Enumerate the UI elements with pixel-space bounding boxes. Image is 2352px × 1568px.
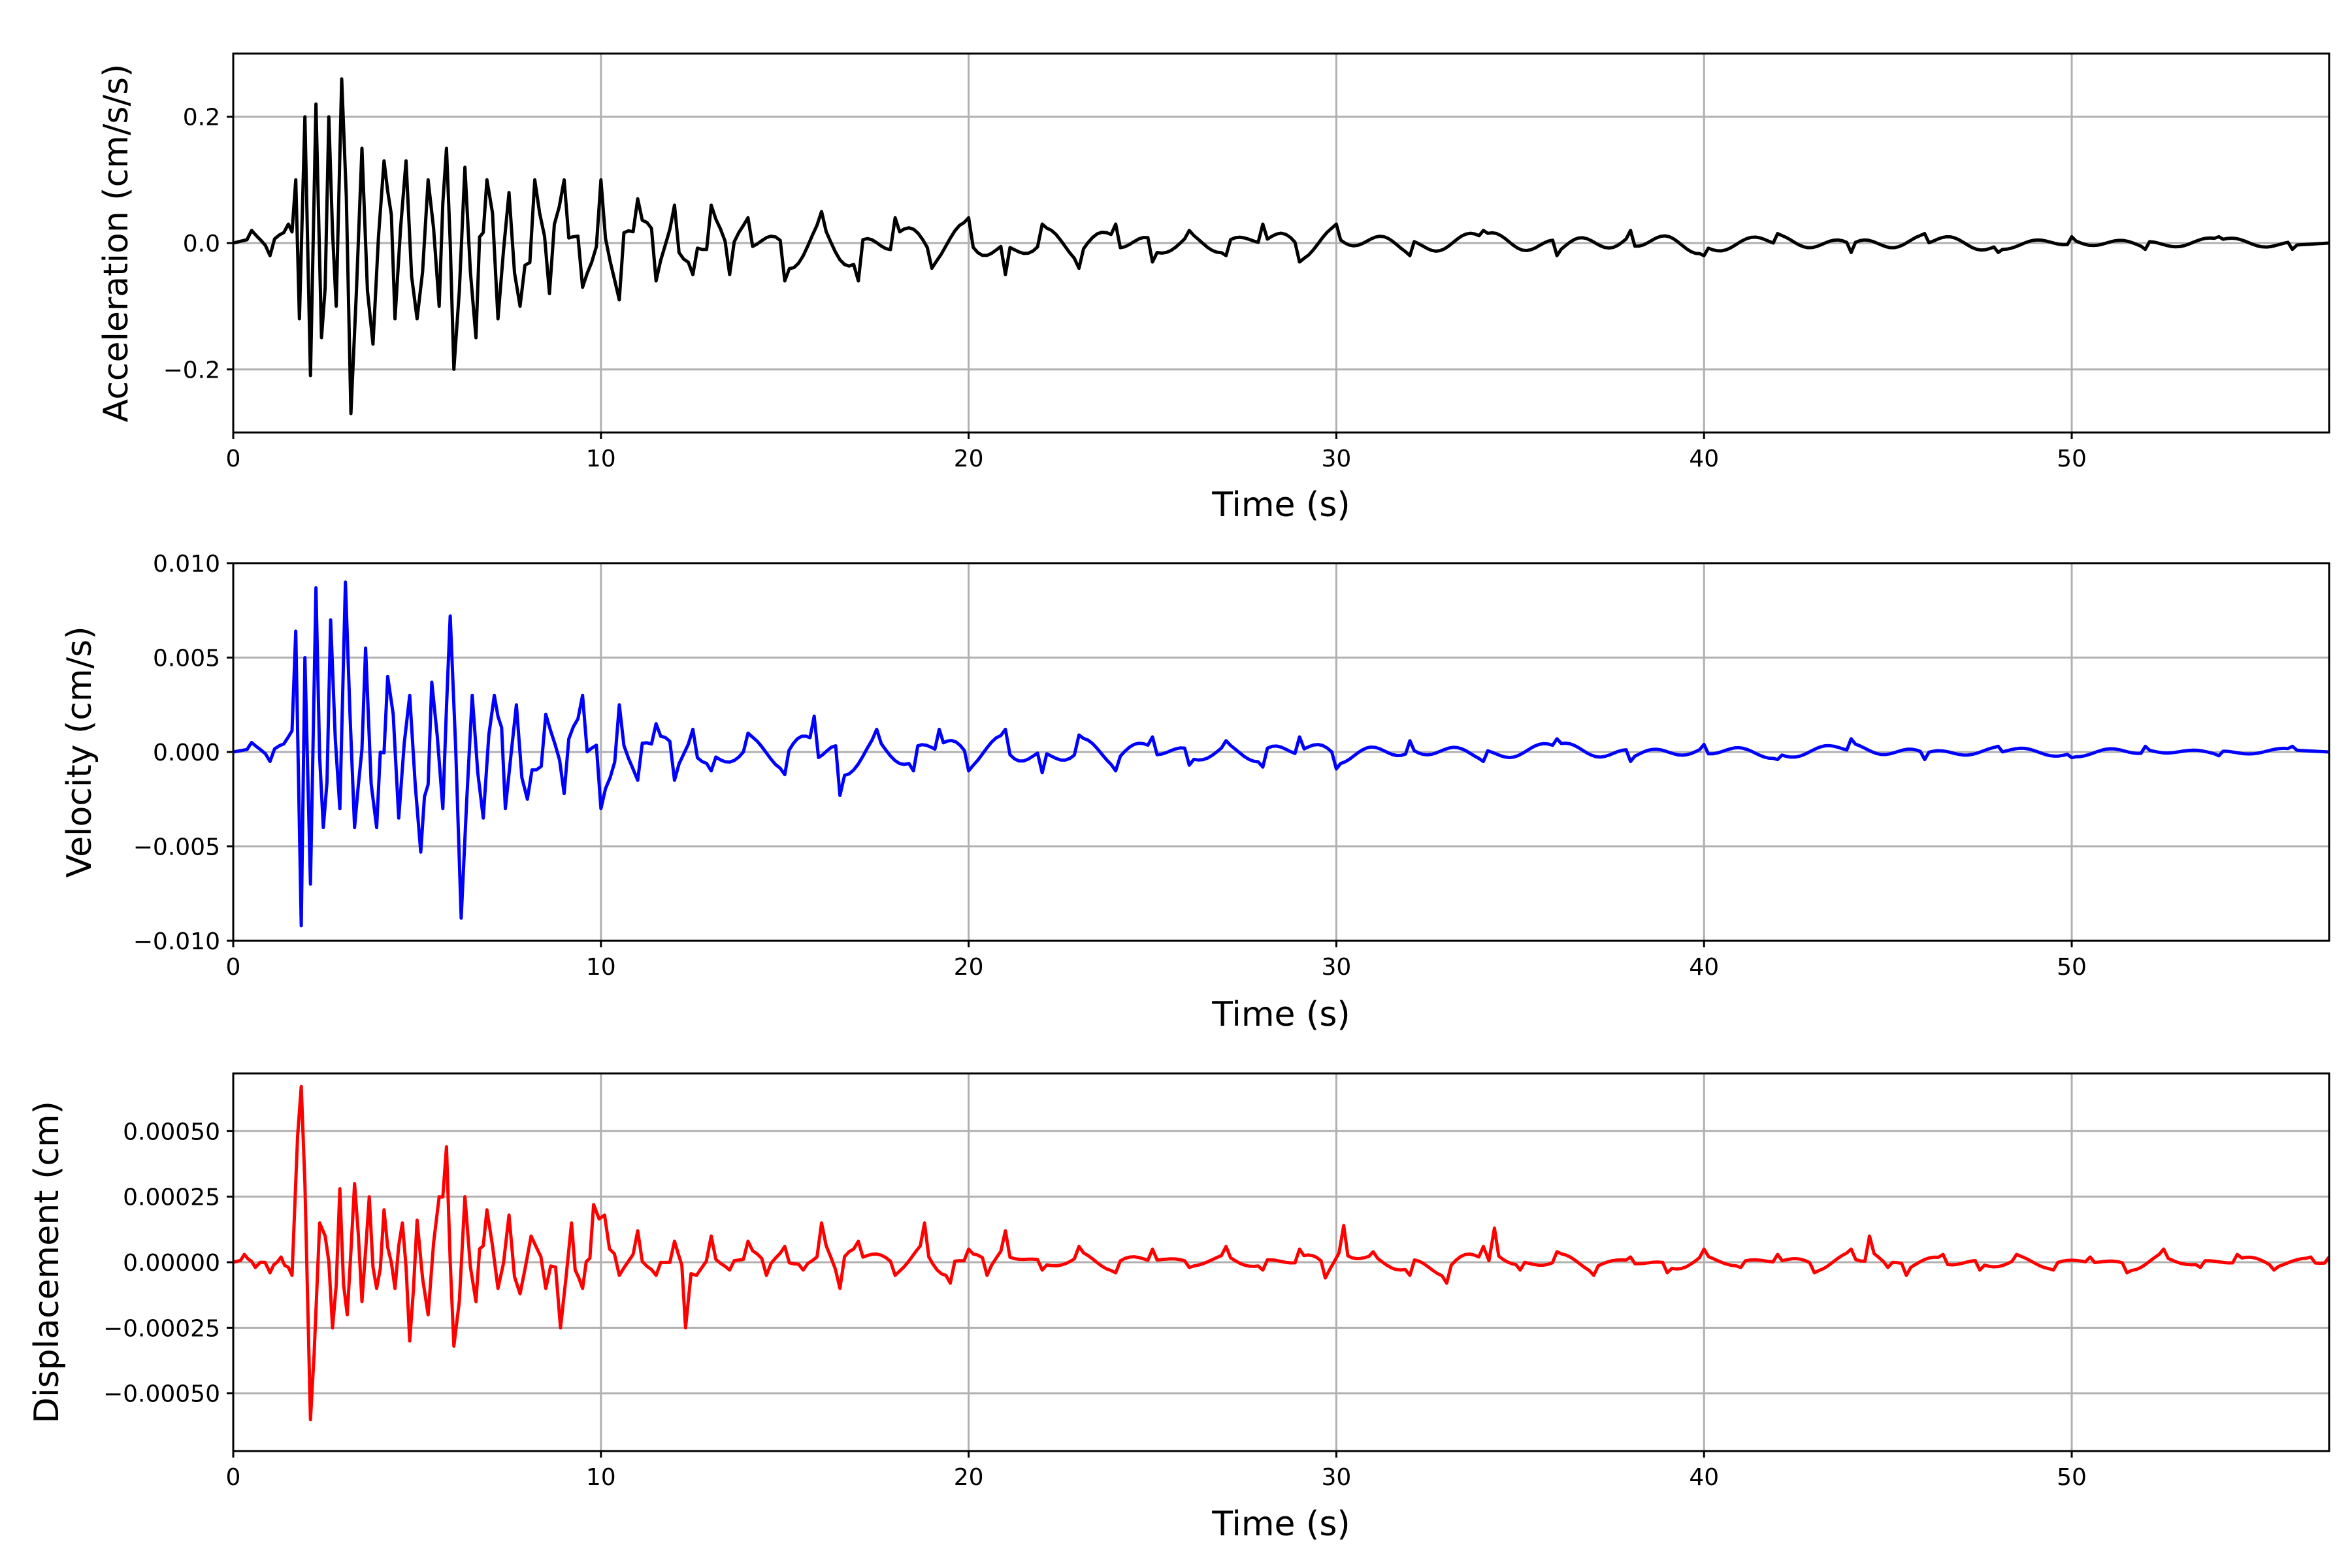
displacement-y-tick-label: 0.00050 <box>123 1119 220 1145</box>
displacement-x-tick-label: 40 <box>1689 1464 1719 1491</box>
velocity-y-tick-label: −0.005 <box>133 834 220 861</box>
acceleration-x-tick-label: 40 <box>1689 446 1719 472</box>
velocity-y-tick-label: 0.010 <box>153 551 220 578</box>
acceleration-ticks: 0 10 20 30 40 50 −0.2 0.0 0.2 <box>163 52 2330 472</box>
velocity-x-tick-label: 10 <box>586 954 616 981</box>
acceleration-x-axis-title: Time (s) <box>1211 485 1350 525</box>
displacement-x-tick-label: 0 <box>226 1464 241 1491</box>
displacement-x-tick-label: 10 <box>586 1464 616 1491</box>
displacement-x-tick-label: 50 <box>2057 1464 2087 1491</box>
displacement-panel: 0 10 20 30 40 50 −0.00050 −0.00025 0.00000 0.0002… <box>27 1072 2330 1544</box>
acceleration-x-tick-label: 10 <box>586 446 616 472</box>
displacement-y-tick-label: −0.00025 <box>103 1315 220 1342</box>
acceleration-x-tick-label: 30 <box>1322 446 1352 472</box>
velocity-x-tick-label: 0 <box>226 954 241 981</box>
velocity-panel: 0 10 20 30 40 50 −0.010 −0.005 0.000 0.005 0.010 T… <box>60 551 2330 1034</box>
acceleration-series-line <box>233 77 2330 416</box>
velocity-y-tick-label: 0.005 <box>153 645 220 672</box>
acceleration-series <box>233 77 2330 416</box>
displacement-x-tick-label: 30 <box>1322 1464 1352 1491</box>
displacement-y-axis-title: Displacement (cm) <box>27 1101 67 1424</box>
acceleration-y-tick-label: 0.2 <box>183 105 220 131</box>
displacement-x-axis-title: Time (s) <box>1211 1505 1350 1544</box>
velocity-x-tick-label: 50 <box>2057 954 2087 981</box>
velocity-x-tick-label: 40 <box>1689 954 1719 981</box>
displacement-y-tick-label: 0.00025 <box>123 1184 220 1211</box>
displacement-ticks: 0 10 20 30 40 50 −0.00050 −0.00025 0.00000 0.0002… <box>103 1072 2330 1491</box>
displacement-y-tick-label: 0.00000 <box>123 1250 220 1277</box>
acceleration-x-tick-label: 0 <box>226 446 241 472</box>
acceleration-panel: 0 10 20 30 40 50 −0.2 0.0 0.2 Time (s) Accelerat… <box>97 52 2330 525</box>
displacement-series <box>233 1085 2330 1422</box>
velocity-ticks: 0 10 20 30 40 50 −0.010 −0.005 0.000 0.005 0.010 <box>133 551 2330 981</box>
velocity-y-tick-label: 0.000 <box>153 740 220 766</box>
displacement-y-tick-label: −0.00050 <box>103 1381 220 1408</box>
displacement-x-tick-label: 20 <box>954 1464 984 1491</box>
acceleration-y-tick-label: 0.0 <box>183 231 220 257</box>
velocity-y-axis-title: Velocity (cm/s) <box>60 627 99 878</box>
displacement-series-line <box>233 1085 2330 1422</box>
velocity-x-axis-title: Time (s) <box>1211 995 1350 1034</box>
acceleration-grid <box>233 54 2329 433</box>
acceleration-x-tick-label: 20 <box>954 446 984 472</box>
acceleration-y-axis-title: Acceleration (cm/s/s) <box>97 64 136 423</box>
velocity-x-tick-label: 30 <box>1322 954 1352 981</box>
velocity-series-line <box>233 580 2330 928</box>
velocity-y-tick-label: −0.010 <box>133 928 220 955</box>
velocity-series <box>233 580 2330 928</box>
velocity-x-tick-label: 20 <box>954 954 984 981</box>
acceleration-y-tick-label: −0.2 <box>163 357 220 384</box>
acceleration-x-tick-label: 50 <box>2057 446 2087 472</box>
